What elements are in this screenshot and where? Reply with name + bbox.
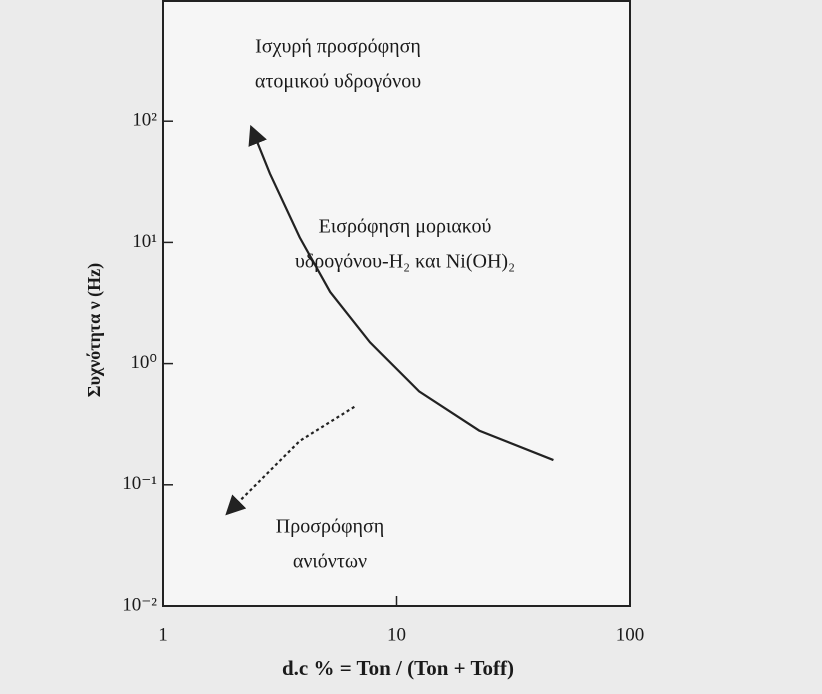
curve xyxy=(225,405,355,516)
annotation: Εισρόφηση μοριακού xyxy=(319,216,492,238)
y-tick-label: 10² xyxy=(132,110,157,131)
annotation: ανιόντων xyxy=(293,551,367,573)
y-tick-label: 10⁰ xyxy=(130,352,157,373)
x-tick-label: 1 xyxy=(158,624,168,645)
annotation: Ισχυρή προσρόφηση xyxy=(255,36,421,58)
x-tick-label: 10 xyxy=(387,624,406,645)
annotation: υδρογόνου-H₂ και Ni(OH)₂ xyxy=(295,251,515,273)
y-tick-label: 10⁻¹ xyxy=(122,473,157,494)
annotation: Προσρόφηση xyxy=(276,516,384,538)
x-axis-label: d.c % = Ton / (Ton + Toff) xyxy=(282,656,514,680)
curve xyxy=(248,124,554,462)
x-tick-label: 100 xyxy=(616,624,645,645)
y-axis-label: Συχνότητα ν (Hz) xyxy=(84,263,105,397)
annotation: ατομικού υδρογόνου xyxy=(255,71,421,93)
y-tick-label: 10⁻² xyxy=(122,594,157,615)
y-tick-label: 10¹ xyxy=(132,231,157,252)
